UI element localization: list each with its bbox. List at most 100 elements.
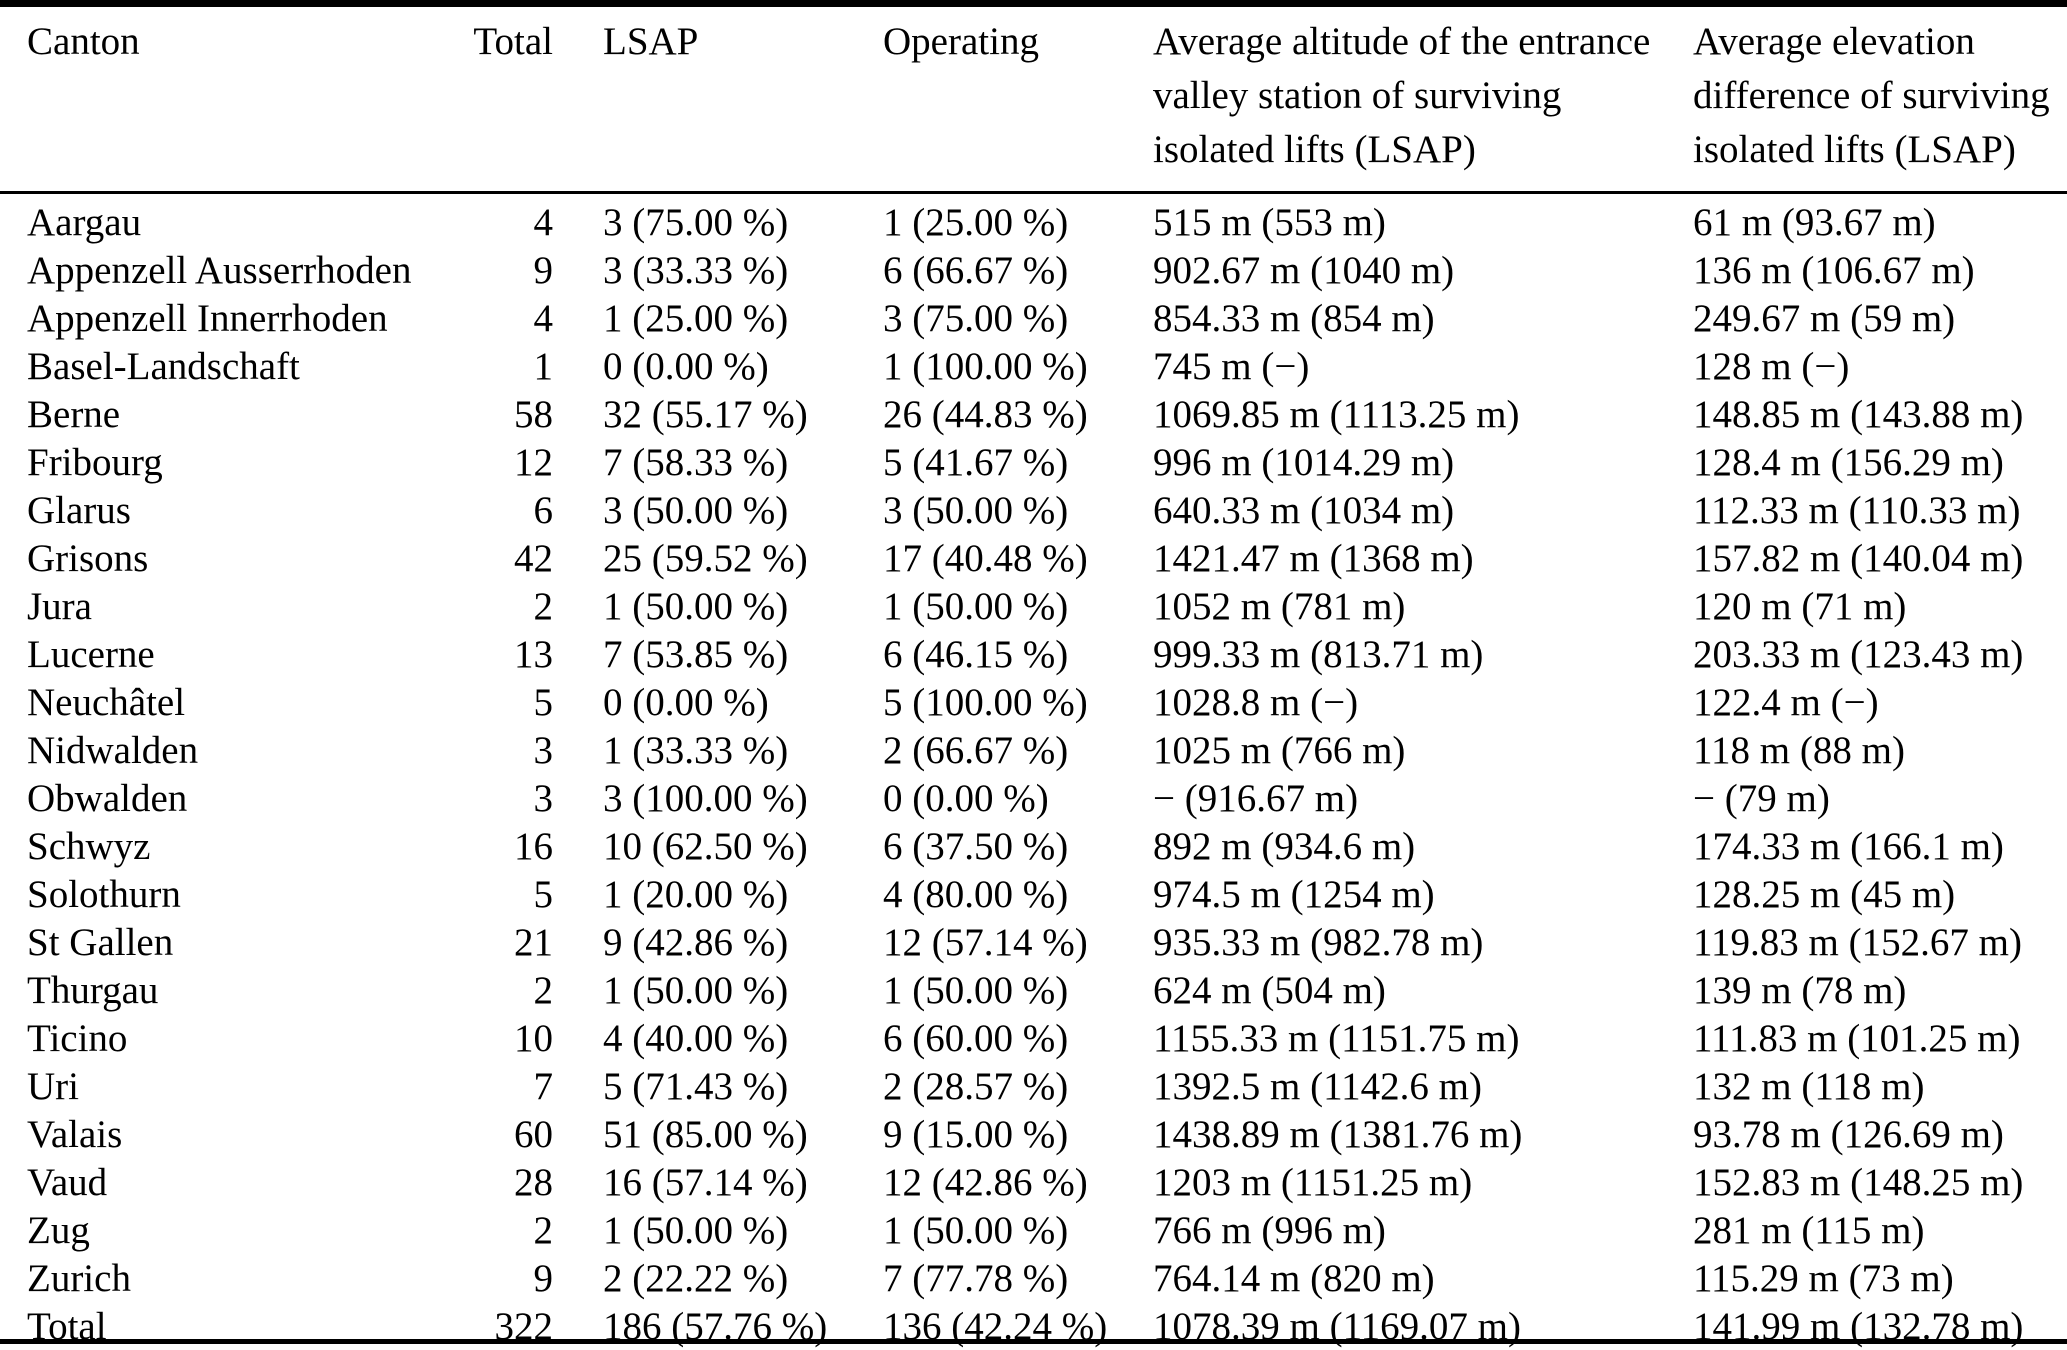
cell-altitude: 640.33 m (1034 m) — [1153, 489, 1455, 532]
cell-altitude: 745 m (−) — [1153, 345, 1310, 388]
cell-total: 6 — [533, 489, 554, 532]
cell-operating: 6 (66.67 %) — [883, 249, 1069, 292]
cell-operating: 1 (50.00 %) — [883, 969, 1069, 1012]
cell-lsap: 1 (50.00 %) — [603, 1209, 789, 1252]
cell-altitude: 974.5 m (1254 m) — [1153, 873, 1435, 916]
cell-total: 5 — [533, 873, 554, 916]
cell-altitude: 624 m (504 m) — [1153, 969, 1386, 1012]
cell-lsap: 51 (85.00 %) — [603, 1113, 808, 1156]
table-row: Glarus 6 3 (50.00 %) 3 (50.00 %) 640.33 m (1… — [0, 487, 2067, 535]
cell-elevation: 128.25 m (45 m) — [1693, 873, 1956, 916]
cell-operating: 1 (50.00 %) — [883, 1209, 1069, 1252]
cell-elevation: 203.33 m (123.43 m) — [1693, 633, 2024, 676]
table-row: Jura 2 1 (50.00 %) 1 (50.00 %) 1052 m (781 m… — [0, 583, 2067, 631]
table-row: Basel-Landschaft 1 0 (0.00 %) 1 (100.00 %) 7… — [0, 343, 2067, 391]
cell-operating: 5 (100.00 %) — [883, 681, 1088, 724]
table-row: Valais 60 51 (85.00 %) 9 (15.00 %) 1438.89 m… — [0, 1111, 2067, 1159]
table-bottom-rule — [0, 1339, 2067, 1344]
cell-canton: St Gallen — [27, 921, 174, 964]
cell-canton: Lucerne — [27, 633, 155, 676]
cell-total: 9 — [533, 249, 554, 292]
table-body: Aargau 4 3 (75.00 %) 1 (25.00 %) 515 m (553 … — [0, 193, 2067, 1350]
table-row: Lucerne 13 7 (53.85 %) 6 (46.15 %) 999.33 m … — [0, 631, 2067, 679]
table-row: Zug 2 1 (50.00 %) 1 (50.00 %) 766 m (996 m) 2… — [0, 1207, 2067, 1255]
cell-operating: 0 (0.00 %) — [883, 777, 1049, 820]
cell-operating: 1 (50.00 %) — [883, 585, 1069, 628]
cell-canton: Thurgau — [27, 969, 159, 1012]
cell-elevation: − (79 m) — [1693, 777, 1830, 820]
column-header-average-elevation: Average elevation difference of survivin… — [1693, 3, 2067, 194]
cell-elevation: 136 m (106.67 m) — [1693, 249, 1975, 292]
cell-canton: Schwyz — [27, 825, 151, 868]
table-row: Vaud 28 16 (57.14 %) 12 (42.86 %) 1203 m (11… — [0, 1159, 2067, 1207]
cell-altitude: 935.33 m (982.78 m) — [1153, 921, 1484, 964]
cell-operating: 4 (80.00 %) — [883, 873, 1069, 916]
cell-lsap: 4 (40.00 %) — [603, 1017, 789, 1060]
cell-canton: Valais — [27, 1113, 123, 1156]
cell-operating: 7 (77.78 %) — [883, 1257, 1069, 1300]
cell-altitude: 766 m (996 m) — [1153, 1209, 1386, 1252]
table-row: Appenzell Innerrhoden 4 1 (25.00 %) 3 (75.0… — [0, 295, 2067, 343]
cell-lsap: 1 (25.00 %) — [603, 297, 789, 340]
table-row: Schwyz 16 10 (62.50 %) 6 (37.50 %) 892 m (93… — [0, 823, 2067, 871]
cell-lsap: 1 (50.00 %) — [603, 585, 789, 628]
cell-elevation: 128.4 m (156.29 m) — [1693, 441, 2004, 484]
column-header-lsap: LSAP — [553, 3, 883, 194]
cell-operating: 6 (37.50 %) — [883, 825, 1069, 868]
table-row: Zurich 9 2 (22.22 %) 7 (77.78 %) 764.14 m (8… — [0, 1255, 2067, 1303]
cell-operating: 2 (66.67 %) — [883, 729, 1069, 772]
cell-altitude: 854.33 m (854 m) — [1153, 297, 1435, 340]
cell-lsap: 2 (22.22 %) — [603, 1257, 789, 1300]
cell-lsap: 16 (57.14 %) — [603, 1161, 808, 1204]
cell-total: 2 — [533, 969, 554, 1012]
cell-elevation: 119.83 m (152.67 m) — [1693, 921, 2022, 964]
cell-elevation: 128 m (−) — [1693, 345, 1850, 388]
cell-total: 21 — [514, 921, 553, 964]
cell-total: 3 — [533, 729, 554, 772]
cell-canton: Zug — [27, 1209, 90, 1252]
cell-elevation: 115.29 m (73 m) — [1693, 1257, 1954, 1300]
cell-canton: Basel-Landschaft — [27, 345, 300, 388]
cell-operating: 17 (40.48 %) — [883, 537, 1088, 580]
cell-operating: 12 (57.14 %) — [883, 921, 1088, 964]
table-row: Fribourg 12 7 (58.33 %) 5 (41.67 %) 996 m (1… — [0, 439, 2067, 487]
cell-canton: Ticino — [27, 1017, 128, 1060]
table-header-row: Canton Total LSAP Operating Average alti… — [0, 3, 2067, 194]
cell-elevation: 148.85 m (143.88 m) — [1693, 393, 2024, 436]
table-row: Ticino 10 4 (40.00 %) 6 (60.00 %) 1155.33 m … — [0, 1015, 2067, 1063]
cell-altitude: 996 m (1014.29 m) — [1153, 441, 1455, 484]
cell-lsap: 1 (50.00 %) — [603, 969, 789, 1012]
table-row: Uri 7 5 (71.43 %) 2 (28.57 %) 1392.5 m (1142… — [0, 1063, 2067, 1111]
cell-operating: 6 (46.15 %) — [883, 633, 1069, 676]
cell-canton: Zurich — [27, 1257, 131, 1300]
table-row: Neuchâtel 5 0 (0.00 %) 5 (100.00 %) 1028.8 m… — [0, 679, 2067, 727]
cell-altitude: 1155.33 m (1151.75 m) — [1153, 1017, 1520, 1060]
cell-canton: Glarus — [27, 489, 131, 532]
cell-elevation: 249.67 m (59 m) — [1693, 297, 1956, 340]
cell-altitude: 1421.47 m (1368 m) — [1153, 537, 1474, 580]
cell-total: 2 — [533, 585, 554, 628]
cell-canton: Berne — [27, 393, 121, 436]
cell-total: 10 — [514, 1017, 553, 1060]
table-row: Berne 58 32 (55.17 %) 26 (44.83 %) 1069.85 m… — [0, 391, 2067, 439]
cell-canton: Vaud — [27, 1161, 108, 1204]
table-row: Obwalden 3 3 (100.00 %) 0 (0.00 %) − (916.67… — [0, 775, 2067, 823]
cell-altitude: 515 m (553 m) — [1153, 201, 1386, 244]
cell-lsap: 0 (0.00 %) — [603, 681, 769, 724]
cell-altitude: 892 m (934.6 m) — [1153, 825, 1416, 868]
column-header-operating: Operating — [883, 3, 1153, 194]
cell-lsap: 32 (55.17 %) — [603, 393, 808, 436]
cell-operating: 26 (44.83 %) — [883, 393, 1088, 436]
cell-elevation: 120 m (71 m) — [1693, 585, 1907, 628]
cell-total: 7 — [533, 1065, 554, 1108]
cell-total: 5 — [533, 681, 554, 724]
cell-total: 1 — [533, 345, 554, 388]
cell-canton: Solothurn — [27, 873, 181, 916]
cell-canton: Obwalden — [27, 777, 188, 820]
cell-lsap: 5 (71.43 %) — [603, 1065, 789, 1108]
cell-operating: 12 (42.86 %) — [883, 1161, 1088, 1204]
cell-canton: Jura — [27, 585, 92, 628]
cell-lsap: 7 (53.85 %) — [603, 633, 789, 676]
cell-total: 13 — [514, 633, 553, 676]
